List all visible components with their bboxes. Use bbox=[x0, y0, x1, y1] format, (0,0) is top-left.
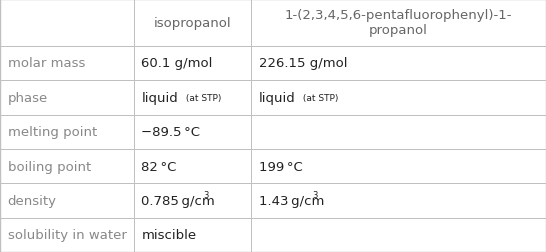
Bar bbox=[0, 47, 134, 81]
Text: 1-(2,3,4,5,6-pentafluorophenyl)-1-
propanol: 1-(2,3,4,5,6-pentafluorophenyl)-1- propa… bbox=[285, 9, 512, 37]
Bar bbox=[134, 149, 251, 183]
Text: 199 °C: 199 °C bbox=[259, 160, 302, 173]
Text: density: density bbox=[8, 194, 57, 207]
Text: −89.5 °C: −89.5 °C bbox=[141, 126, 200, 139]
Text: melting point: melting point bbox=[8, 126, 97, 139]
Bar bbox=[134, 47, 251, 81]
Bar bbox=[251, 218, 546, 252]
Bar bbox=[0, 81, 134, 115]
Text: 3: 3 bbox=[203, 191, 209, 200]
Text: miscible: miscible bbox=[141, 228, 197, 241]
Bar bbox=[251, 0, 546, 47]
Text: 82 °C: 82 °C bbox=[141, 160, 177, 173]
Text: 226.15 g/mol: 226.15 g/mol bbox=[259, 57, 347, 70]
Bar bbox=[0, 218, 134, 252]
Text: 0.785 g/cm: 0.785 g/cm bbox=[141, 194, 215, 207]
Text: 3: 3 bbox=[312, 191, 318, 200]
Text: liquid: liquid bbox=[141, 91, 178, 104]
Text: solubility in water: solubility in water bbox=[8, 228, 127, 241]
Bar bbox=[134, 183, 251, 218]
Bar bbox=[251, 47, 546, 81]
Bar bbox=[251, 183, 546, 218]
Text: (at STP): (at STP) bbox=[300, 93, 339, 103]
Text: 60.1 g/mol: 60.1 g/mol bbox=[141, 57, 213, 70]
Bar bbox=[134, 81, 251, 115]
Text: liquid: liquid bbox=[259, 91, 295, 104]
Bar bbox=[251, 81, 546, 115]
Bar bbox=[251, 149, 546, 183]
Text: molar mass: molar mass bbox=[8, 57, 85, 70]
Text: phase: phase bbox=[8, 91, 48, 104]
Bar bbox=[0, 0, 134, 47]
Bar bbox=[0, 115, 134, 149]
Text: (at STP): (at STP) bbox=[183, 93, 221, 103]
Bar bbox=[0, 183, 134, 218]
Bar bbox=[251, 115, 546, 149]
Text: 1.43 g/cm: 1.43 g/cm bbox=[259, 194, 324, 207]
Text: isopropanol: isopropanol bbox=[153, 17, 232, 30]
Bar bbox=[0, 149, 134, 183]
Bar bbox=[134, 115, 251, 149]
Bar bbox=[134, 0, 251, 47]
Bar bbox=[134, 218, 251, 252]
Text: boiling point: boiling point bbox=[8, 160, 91, 173]
